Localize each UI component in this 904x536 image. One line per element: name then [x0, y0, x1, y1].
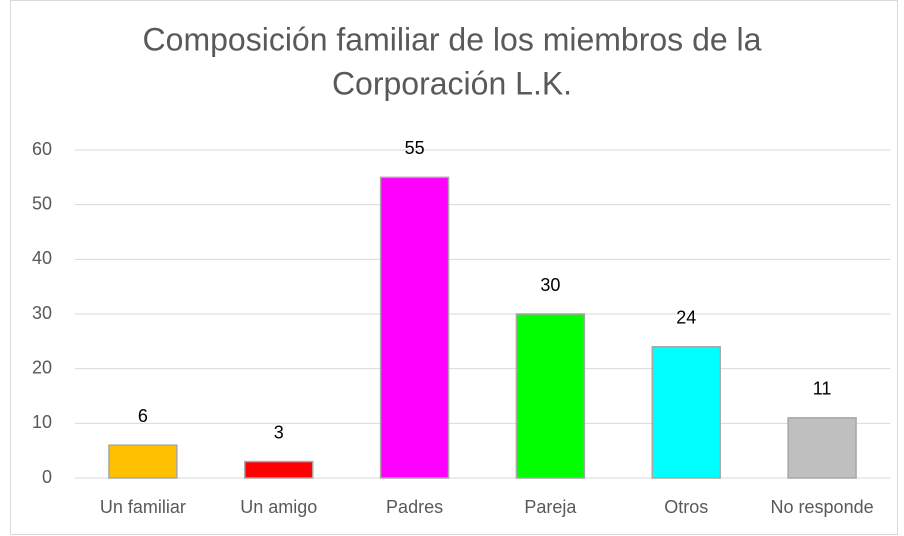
bar — [379, 176, 450, 479]
x-tick-label: Padres — [386, 497, 443, 517]
chart-title: Composición familiar de los miembros de … — [143, 21, 762, 57]
y-tick-label: 20 — [32, 357, 52, 377]
data-label: 55 — [405, 138, 425, 158]
bar — [244, 460, 314, 479]
bar — [787, 417, 857, 479]
x-tick-label: Otros — [664, 497, 708, 517]
chart-title: Corporación L.K. — [332, 65, 572, 101]
data-label: 3 — [274, 422, 284, 442]
data-label: 6 — [138, 406, 148, 426]
y-tick-label: 60 — [32, 139, 52, 159]
y-tick-label: 0 — [42, 467, 52, 487]
y-tick-label: 50 — [32, 193, 52, 213]
bar — [108, 444, 178, 479]
y-tick-label: 30 — [32, 303, 52, 323]
x-tick-label: No responde — [771, 497, 874, 517]
x-tick-label: Un familiar — [100, 497, 186, 517]
bar — [515, 313, 586, 479]
y-tick-label: 10 — [32, 412, 52, 432]
data-label: 11 — [813, 379, 832, 399]
x-tick-label: Pareja — [524, 497, 577, 517]
x-tick-label: Un amigo — [240, 497, 317, 517]
data-label: 24 — [676, 308, 696, 328]
bar — [651, 346, 721, 479]
data-label: 30 — [540, 275, 560, 295]
y-tick-label: 40 — [32, 248, 52, 268]
